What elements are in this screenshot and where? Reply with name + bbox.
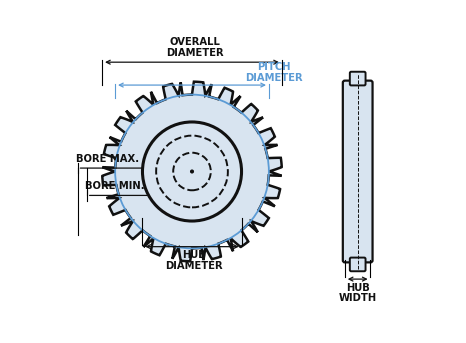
- Text: BORE MAX.: BORE MAX.: [76, 154, 139, 164]
- Text: HUB
WIDTH: HUB WIDTH: [339, 283, 377, 303]
- Text: HUB
DIAMETER: HUB DIAMETER: [165, 250, 223, 271]
- FancyBboxPatch shape: [350, 72, 365, 85]
- Circle shape: [143, 122, 241, 221]
- Text: OVERALL
DIAMETER: OVERALL DIAMETER: [167, 37, 224, 58]
- Polygon shape: [102, 82, 282, 261]
- Text: PITCH
DIAMETER: PITCH DIAMETER: [245, 62, 303, 83]
- FancyBboxPatch shape: [343, 81, 372, 262]
- FancyBboxPatch shape: [350, 258, 365, 271]
- Circle shape: [190, 169, 194, 174]
- Text: BORE MIN.: BORE MIN.: [85, 181, 145, 191]
